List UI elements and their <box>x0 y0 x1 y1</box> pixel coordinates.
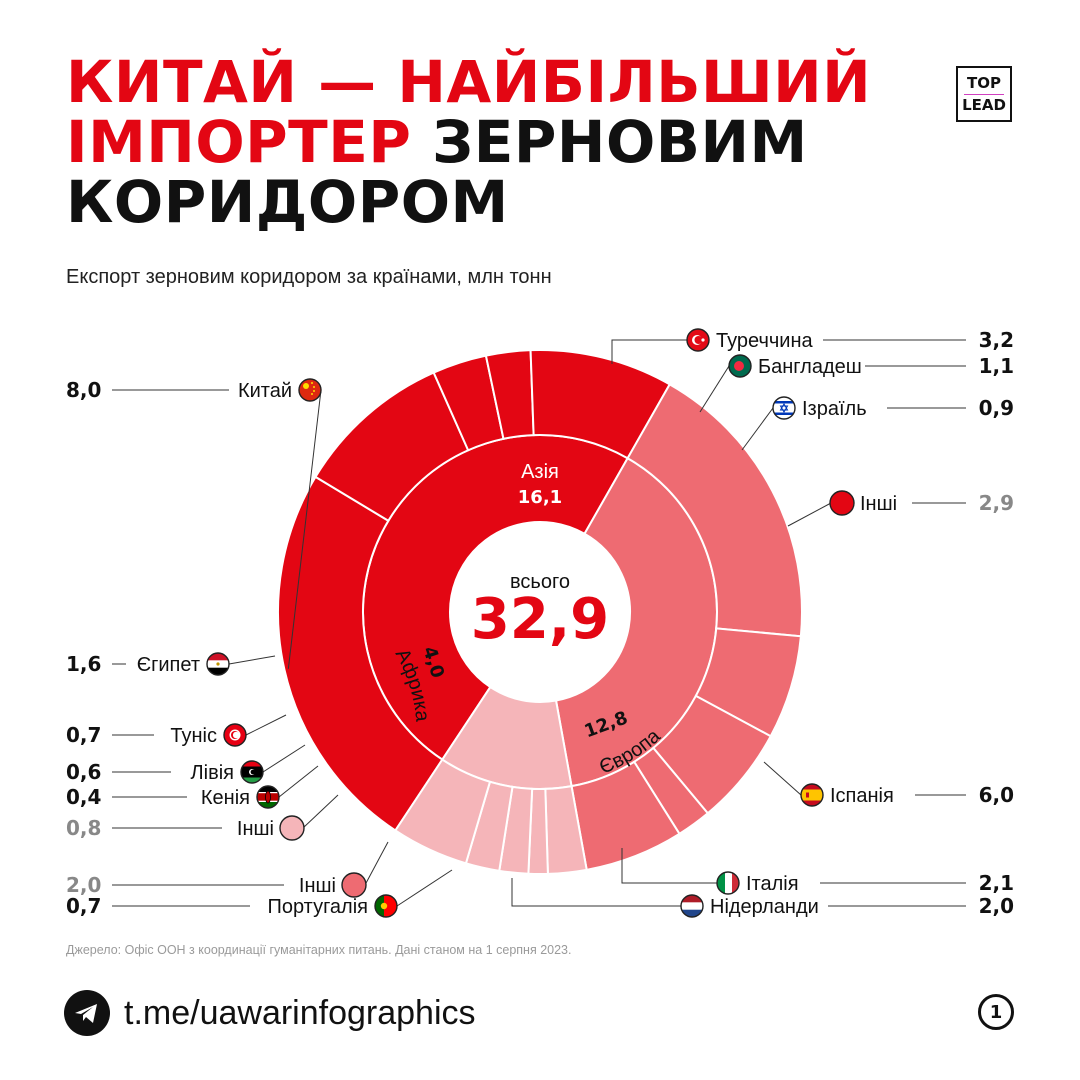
spain-flag <box>800 783 824 807</box>
country-name: Інші <box>299 875 336 897</box>
country-value: 2,0 <box>979 894 1014 918</box>
other-marker <box>829 490 855 516</box>
logo-bottom-text: LEAD <box>962 95 1006 114</box>
country-name: Лівія <box>191 762 234 784</box>
page-number: 1 <box>978 994 1014 1030</box>
country-value: 2,1 <box>979 871 1014 895</box>
country-name: Іспанія <box>830 785 894 807</box>
top-lead-logo: TOP LEAD <box>956 66 1012 122</box>
country-value: 0,7 <box>66 723 101 747</box>
country-value: 3,2 <box>979 328 1014 352</box>
country-name: Нідерланди <box>710 896 819 918</box>
kenya-flag <box>256 785 280 809</box>
country-value: 0,9 <box>979 396 1014 420</box>
israel-flag <box>772 396 796 420</box>
tunisia-flag <box>223 723 247 747</box>
country-name: Італія <box>746 873 799 895</box>
country-segment <box>394 758 492 865</box>
country-value: 2,0 <box>66 873 101 897</box>
egypt-flag <box>206 652 230 676</box>
country-value: 0,6 <box>66 760 101 784</box>
country-value: 0,4 <box>66 785 101 809</box>
country-value: 1,1 <box>979 354 1014 378</box>
total-value: 32,9 <box>471 587 609 652</box>
country-ring <box>277 349 803 875</box>
telegram-link[interactable]: t.me/uawarinfographics <box>124 994 476 1032</box>
other-marker <box>279 815 305 841</box>
telegram-icon[interactable] <box>64 990 110 1036</box>
logo-divider <box>964 93 1004 95</box>
page-title: КИТАЙ — НАЙБІЛЬШИЙ ІМПОРТЕР ЗЕРНОВИМ КОР… <box>66 52 1080 232</box>
country-segment <box>277 475 444 832</box>
country-value: 8,0 <box>66 378 101 402</box>
total-label: всього <box>510 571 570 593</box>
telegram-plane-icon <box>75 1004 97 1023</box>
turkey-flag <box>686 328 710 352</box>
china-flag <box>298 378 322 402</box>
country-value: 0,8 <box>66 816 101 840</box>
region-label-asia: Азія <box>521 461 559 483</box>
source-note: Джерело: Офіс ООН з координації гуманіта… <box>66 943 572 957</box>
netherlands-flag <box>680 894 704 918</box>
region-value-asia: 16,1 <box>518 487 562 508</box>
chart-center <box>450 522 630 702</box>
country-name: Китай <box>238 380 292 402</box>
title-black-part: ЗЕРНОВИМ КОРИДОРОМ <box>66 108 808 236</box>
country-name: Інші <box>860 493 897 515</box>
country-name: Туреччина <box>716 330 814 352</box>
country-labels: 8,0 Китай Туреччина 3,2 Бангладеш 1,1 Ізраїль 0… <box>66 328 1014 918</box>
logo-top-text: TOP <box>967 73 1001 92</box>
country-name: Португалія <box>268 896 369 918</box>
country-name: Ізраїль <box>802 398 867 420</box>
country-name: Інші <box>237 818 274 840</box>
libya-flag <box>240 760 264 784</box>
title-red-part: КИТАЙ — НАЙБІЛЬШИЙ ІМПОРТЕР <box>66 48 872 176</box>
bangladesh-flag <box>728 354 752 378</box>
other-marker <box>341 872 367 898</box>
country-value: 6,0 <box>979 783 1014 807</box>
country-value: 0,7 <box>66 894 101 918</box>
country-name: Єгипет <box>137 654 200 676</box>
country-value: 1,6 <box>66 652 101 676</box>
country-value: 2,9 <box>979 491 1014 515</box>
italy-flag <box>716 871 740 895</box>
country-name: Кенія <box>201 787 250 809</box>
chart-subtitle: Експорт зерновим коридором за країнами, … <box>66 266 552 288</box>
leader-lines <box>112 339 966 907</box>
country-name: Туніс <box>170 725 217 747</box>
country-name: Бангладеш <box>758 356 862 378</box>
portugal-flag <box>374 894 398 918</box>
